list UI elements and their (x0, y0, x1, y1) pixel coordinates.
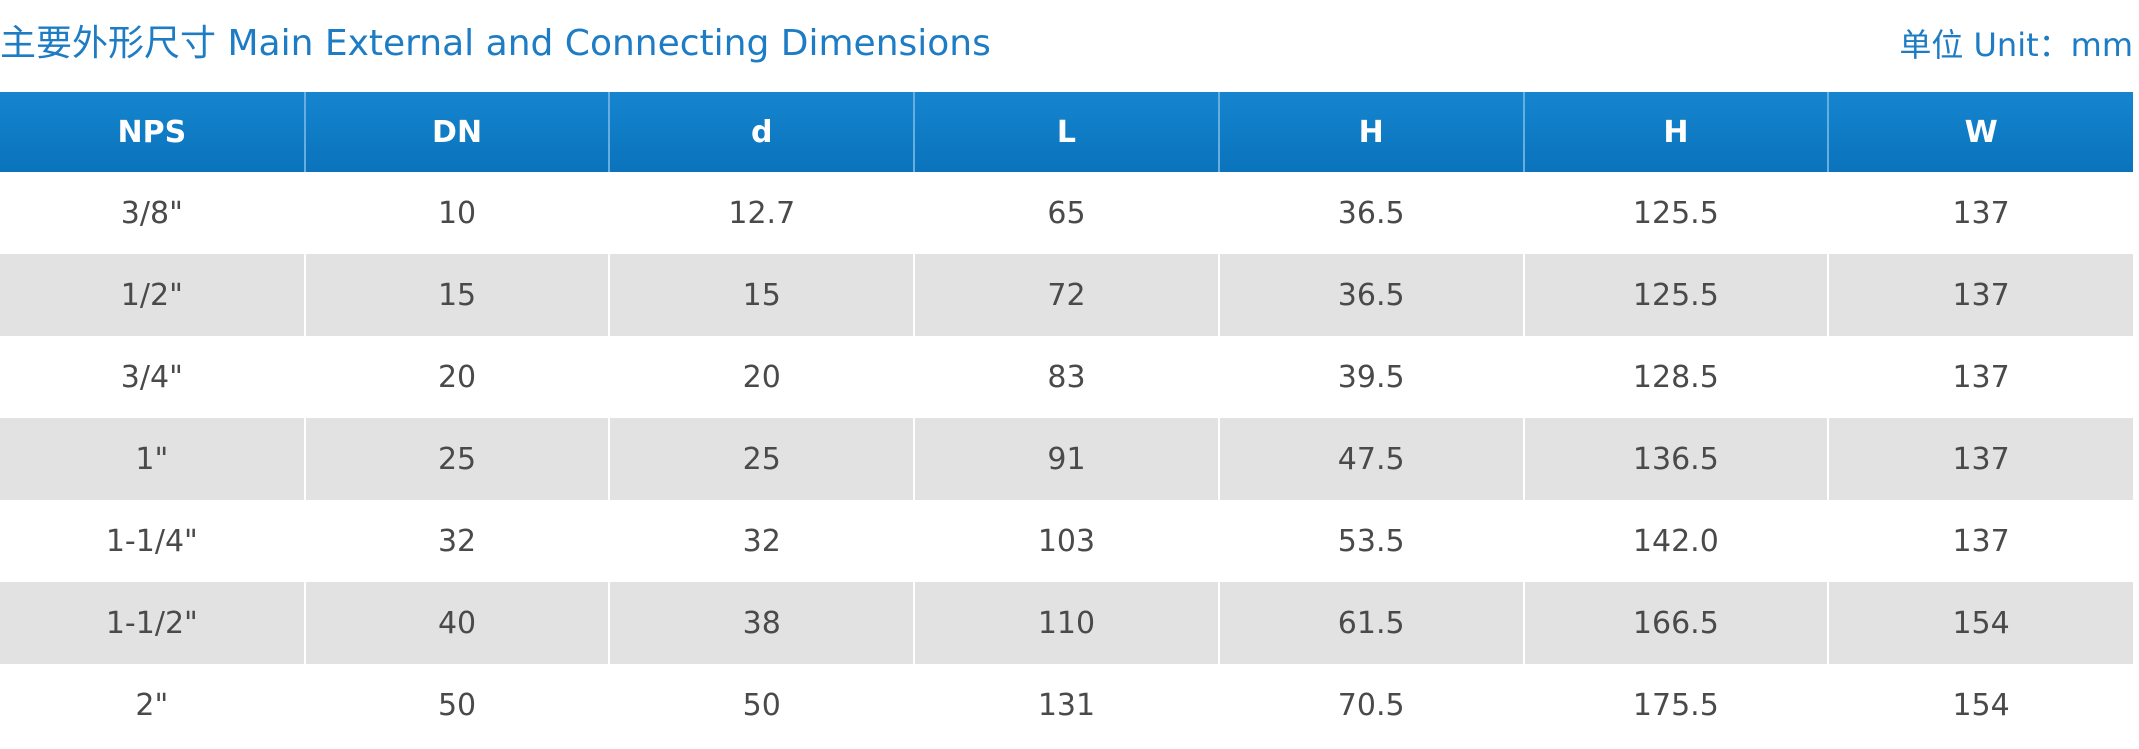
table-cell: 136.5 (1522, 418, 1829, 500)
table-cell: 50 (303, 664, 610, 746)
table-cell: 137 (1827, 172, 2133, 254)
table-cell: 36.5 (1217, 172, 1524, 254)
table-cell: 137 (1827, 418, 2133, 500)
table-cell: 166.5 (1522, 582, 1829, 664)
table-cell: 1/2" (0, 254, 305, 336)
table-cell: 125.5 (1522, 172, 1829, 254)
table-cell: 10 (303, 172, 610, 254)
table-cell: 91 (913, 418, 1219, 500)
table-cell: 53.5 (1217, 500, 1524, 582)
table-cell: 2" (0, 664, 305, 746)
table-cell: 137 (1827, 500, 2133, 582)
table-cell: 25 (608, 418, 915, 500)
header-h2: H (1522, 92, 1829, 172)
table-cell: 70.5 (1217, 664, 1524, 746)
table-cell: 137 (1827, 254, 2133, 336)
table-cell: 3/4" (0, 336, 305, 418)
unit-label: 单位 Unit：mm (1899, 26, 2133, 64)
table-cell: 38 (608, 582, 915, 664)
table-cell: 175.5 (1522, 664, 1829, 746)
dimensions-table: NPS DN d L H H W 3/8" 10 12.7 65 36.5 12… (0, 92, 2133, 746)
table-cell: 32 (608, 500, 915, 582)
table-cell: 61.5 (1217, 582, 1524, 664)
table-cell: 137 (1827, 336, 2133, 418)
table-row: 1-1/2" 40 38 110 61.5 166.5 154 (0, 582, 2133, 664)
header-l: L (913, 92, 1219, 172)
header-w: W (1827, 92, 2133, 172)
table-cell: 25 (303, 418, 610, 500)
table-row: 2" 50 50 131 70.5 175.5 154 (0, 664, 2133, 746)
table-cell: 12.7 (608, 172, 915, 254)
table-cell: 39.5 (1217, 336, 1524, 418)
page-title: 主要外形尺寸 Main External and Connecting Dime… (0, 23, 991, 64)
table-cell: 1-1/2" (0, 582, 305, 664)
table-cell: 40 (303, 582, 610, 664)
table-row: 1" 25 25 91 47.5 136.5 137 (0, 418, 2133, 500)
table-cell: 128.5 (1522, 336, 1829, 418)
table-cell: 50 (608, 664, 915, 746)
table-cell: 72 (913, 254, 1219, 336)
table-cell: 15 (303, 254, 610, 336)
table-cell: 3/8" (0, 172, 305, 254)
table-cell: 36.5 (1217, 254, 1524, 336)
table-cell: 131 (913, 664, 1219, 746)
table-cell: 110 (913, 582, 1219, 664)
table-cell: 20 (303, 336, 610, 418)
table-cell: 65 (913, 172, 1219, 254)
table-cell: 154 (1827, 582, 2133, 664)
table-cell: 1" (0, 418, 305, 500)
table-row: 3/8" 10 12.7 65 36.5 125.5 137 (0, 172, 2133, 254)
header-h: H (1217, 92, 1524, 172)
table-cell: 83 (913, 336, 1219, 418)
table-row: 3/4" 20 20 83 39.5 128.5 137 (0, 336, 2133, 418)
header-d: d (608, 92, 915, 172)
header-nps: NPS (0, 92, 305, 172)
header-dn: DN (303, 92, 610, 172)
table-cell: 142.0 (1522, 500, 1829, 582)
table-row: 1/2" 15 15 72 36.5 125.5 137 (0, 254, 2133, 336)
table-cell: 103 (913, 500, 1219, 582)
table-cell: 154 (1827, 664, 2133, 746)
table-row: 1-1/4" 32 32 103 53.5 142.0 137 (0, 500, 2133, 582)
table-header-row: NPS DN d L H H W (0, 92, 2133, 172)
table-cell: 15 (608, 254, 915, 336)
table-cell: 47.5 (1217, 418, 1524, 500)
table-cell: 32 (303, 500, 610, 582)
table-cell: 20 (608, 336, 915, 418)
table-cell: 1-1/4" (0, 500, 305, 582)
table-cell: 125.5 (1522, 254, 1829, 336)
